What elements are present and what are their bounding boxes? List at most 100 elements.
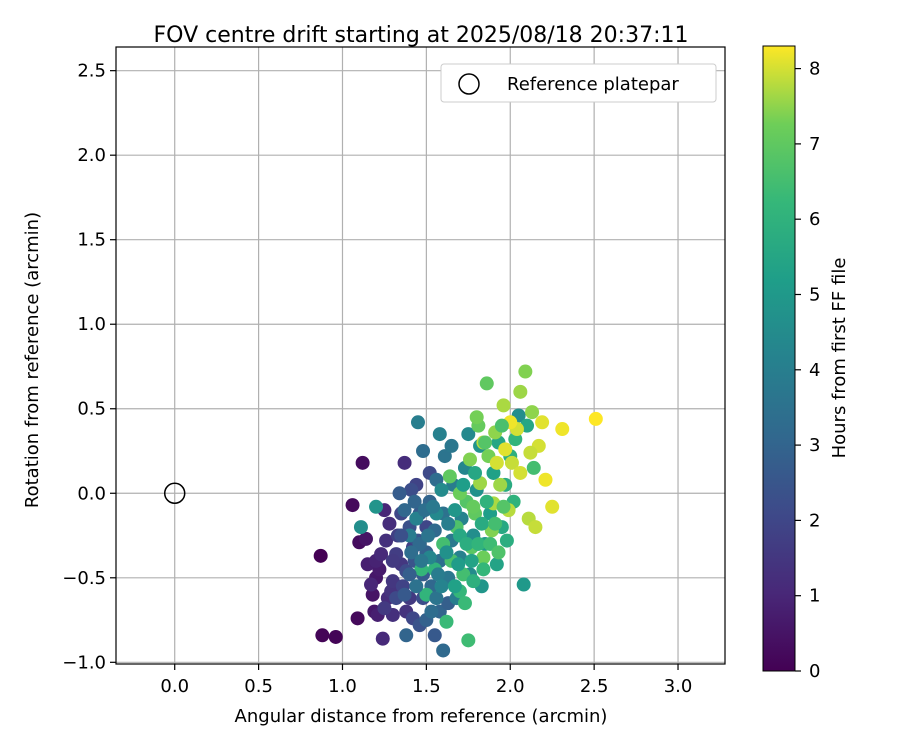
x-axis-label: Angular distance from reference (arcmin) <box>235 706 608 727</box>
y-axis-ticks: −1.0 −0.5 0.0 0.5 1.0 1.5 2.0 2.5 <box>62 61 116 673</box>
data-point <box>479 376 494 391</box>
data-point <box>345 498 360 513</box>
data-point <box>328 629 343 644</box>
x-tick-label: 0.5 <box>244 676 273 697</box>
data-point <box>468 465 483 480</box>
colorbar-tick-label: 4 <box>809 360 820 381</box>
data-point <box>535 415 550 430</box>
data-point <box>410 415 425 430</box>
data-point <box>474 516 489 531</box>
data-point <box>439 545 454 560</box>
colorbar-tick-label: 8 <box>809 59 820 80</box>
data-point <box>456 477 471 492</box>
x-axis-ticks: 0.0 0.5 1.0 1.5 2.0 2.5 3.0 <box>160 664 692 697</box>
data-point <box>555 422 570 437</box>
grid-lines <box>116 47 725 664</box>
data-point <box>399 628 414 643</box>
data-point <box>499 533 514 548</box>
data-point <box>364 577 379 592</box>
data-point <box>315 628 330 643</box>
data-point <box>457 596 472 611</box>
data-point <box>489 557 504 572</box>
y-tick-label: 0.5 <box>77 399 106 420</box>
data-point <box>407 494 422 509</box>
data-point <box>442 469 457 484</box>
colorbar-tick-label: 5 <box>809 284 820 305</box>
colorbar-tick-label: 1 <box>809 586 820 607</box>
colorbar-tick-label: 6 <box>809 209 820 230</box>
data-point <box>518 364 533 379</box>
x-tick-label: 1.0 <box>328 676 357 697</box>
data-point <box>461 427 476 442</box>
data-point <box>402 567 417 582</box>
data-point <box>493 477 508 492</box>
x-tick-label: 2.0 <box>496 676 525 697</box>
data-point <box>447 503 462 518</box>
data-point <box>439 614 454 629</box>
data-point <box>432 427 447 442</box>
plot-frame <box>115 46 726 665</box>
data-point <box>379 533 394 548</box>
data-point <box>469 410 484 425</box>
data-point <box>545 499 560 514</box>
data-point <box>496 499 511 514</box>
x-tick-label: 1.5 <box>412 676 441 697</box>
y-tick-label: 1.5 <box>77 230 106 251</box>
data-point <box>355 455 370 470</box>
data-point <box>471 536 486 551</box>
y-tick-label: 2.5 <box>77 61 106 82</box>
colorbar-tick-label: 2 <box>809 510 820 531</box>
data-point <box>416 444 431 459</box>
legend-marker <box>458 73 480 95</box>
colorbar-tick-label: 3 <box>809 435 820 456</box>
colorbar <box>762 45 796 672</box>
y-tick-label: −0.5 <box>62 568 106 589</box>
data-point <box>496 398 511 413</box>
data-point <box>498 442 513 457</box>
x-tick-label: 3.0 <box>664 676 693 697</box>
data-point <box>434 579 449 594</box>
data-point <box>528 520 543 535</box>
data-point <box>525 405 540 420</box>
data-point <box>462 452 477 467</box>
reference-platepar-marker <box>163 482 186 505</box>
data-point <box>494 418 509 433</box>
y-tick-label: −1.0 <box>62 652 106 673</box>
x-tick-label: 0.0 <box>160 676 189 697</box>
data-point <box>447 579 462 594</box>
legend-entry: Reference platepar <box>507 74 679 95</box>
data-point <box>441 516 456 531</box>
data-point <box>397 503 412 518</box>
data-point <box>464 553 479 568</box>
data-point <box>466 574 481 589</box>
data-point <box>404 482 419 497</box>
data-point <box>436 643 451 658</box>
data-point <box>394 528 409 543</box>
data-point <box>353 520 368 535</box>
legend: Reference platepar <box>440 63 717 103</box>
colorbar-ticks: 0 1 2 3 4 5 6 7 8 <box>795 59 820 682</box>
data-point <box>476 562 491 577</box>
data-points <box>313 364 603 658</box>
data-point <box>358 531 373 546</box>
data-point <box>313 548 328 563</box>
data-point <box>459 536 474 551</box>
data-point <box>526 460 541 475</box>
data-point <box>523 445 538 460</box>
data-point <box>397 455 412 470</box>
data-point <box>488 516 503 531</box>
data-point <box>431 567 446 582</box>
x-tick-label: 2.5 <box>580 676 609 697</box>
data-point <box>369 499 384 514</box>
data-point <box>385 553 400 568</box>
data-point <box>429 591 444 606</box>
data-point <box>476 550 491 565</box>
data-point <box>382 516 397 531</box>
data-point <box>491 545 506 560</box>
data-point <box>479 494 494 509</box>
data-point <box>409 579 424 594</box>
data-point <box>461 633 476 648</box>
data-point <box>444 438 459 453</box>
data-point <box>392 486 407 501</box>
